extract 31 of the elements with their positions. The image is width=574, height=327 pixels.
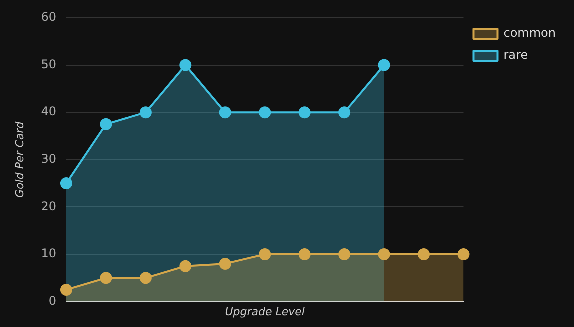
point <box>298 248 311 260</box>
y-tick-label: 60 <box>41 10 56 24</box>
point <box>259 106 272 119</box>
point <box>219 106 232 119</box>
point <box>219 258 232 270</box>
y-tick-label: 10 <box>41 246 56 261</box>
point <box>180 260 192 272</box>
point <box>60 284 72 296</box>
point <box>60 178 72 190</box>
legend-label: rare <box>504 48 528 62</box>
point <box>378 248 390 260</box>
point <box>458 248 470 260</box>
legend-label: common <box>504 26 556 40</box>
y-tick-label: 30 <box>41 152 56 166</box>
point <box>140 272 152 284</box>
point <box>338 106 351 119</box>
y-tick-label: 40 <box>41 104 56 119</box>
point <box>338 248 351 260</box>
point <box>100 272 112 284</box>
point <box>100 118 112 130</box>
y-tick-label: 0 <box>48 294 56 308</box>
point <box>140 106 152 119</box>
point <box>418 248 430 260</box>
y-tick-label: 20 <box>41 199 56 214</box>
y-axis-title: Gold Per Card <box>13 120 26 198</box>
point <box>298 106 311 119</box>
point <box>259 248 272 260</box>
point <box>378 59 390 72</box>
x-axis-title: Upgrade Level <box>225 305 305 318</box>
point <box>180 59 192 72</box>
y-tick-label: 50 <box>41 57 56 72</box>
